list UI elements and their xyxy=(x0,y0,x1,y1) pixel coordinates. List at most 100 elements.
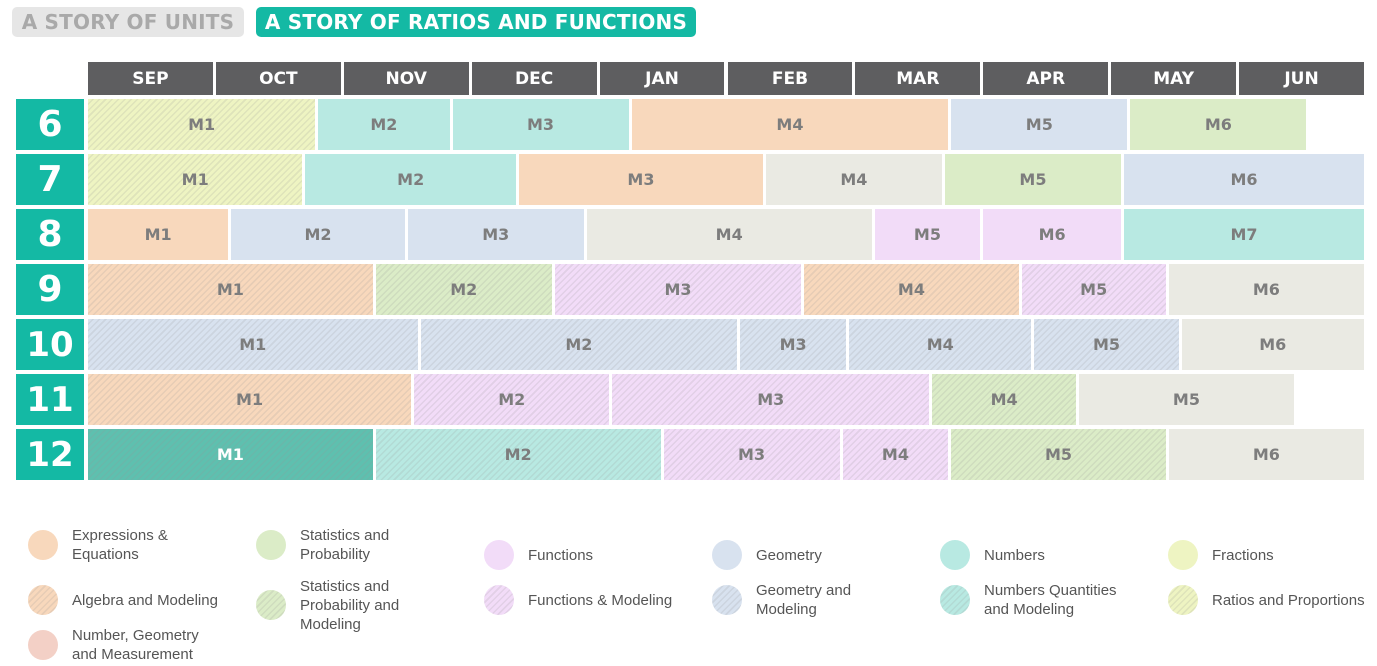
legend-swatch xyxy=(712,585,742,615)
grade-label-6: 6 xyxy=(16,99,84,150)
grade-7-module-m3[interactable]: M3 xyxy=(519,154,763,205)
grade-6-module-m1[interactable]: M1 xyxy=(88,99,316,150)
grade-7-module-m5[interactable]: M5 xyxy=(944,154,1121,205)
legend-item: Numbers xyxy=(940,540,1045,570)
grade-11-module-m1[interactable]: M1 xyxy=(88,374,412,425)
legend-label: Fractions xyxy=(1212,546,1274,564)
month-header-feb: FEB xyxy=(727,62,853,95)
legend-item: Fractions xyxy=(1168,540,1274,570)
grade-7-module-m2[interactable]: M2 xyxy=(305,154,516,205)
legend-item: Algebra and Modeling xyxy=(28,585,218,615)
grade-12-module-m4[interactable]: M4 xyxy=(842,429,949,480)
legend-swatch xyxy=(256,530,286,560)
month-header-nov: NOV xyxy=(343,62,469,95)
legend-label: Expressions & Equations xyxy=(72,527,168,563)
grade-8-module-m3[interactable]: M3 xyxy=(407,209,584,260)
month-header-jun: JUN xyxy=(1239,62,1364,95)
grade-10-module-m3[interactable]: M3 xyxy=(740,319,846,370)
grade-10-module-m4[interactable]: M4 xyxy=(849,319,1032,370)
month-header-dec: DEC xyxy=(471,62,597,95)
legend-swatch xyxy=(940,585,970,615)
legend-swatch xyxy=(484,540,514,570)
tab-a-story-of-ratios-and-functions[interactable]: A STORY OF RATIOS AND FUNCTIONS xyxy=(256,7,696,37)
grade-7-module-m1[interactable]: M1 xyxy=(88,154,303,205)
legend-label: Statistics and Probability xyxy=(300,527,390,563)
grade-8-module-m5[interactable]: M5 xyxy=(874,209,981,260)
legend-label: Geometry and Modeling xyxy=(756,582,852,618)
legend-swatch xyxy=(484,585,514,615)
month-header-oct: OCT xyxy=(215,62,341,95)
grade-8-module-m7[interactable]: M7 xyxy=(1123,209,1364,260)
legend-item: Geometry xyxy=(712,540,822,570)
month-header-may: MAY xyxy=(1111,62,1237,95)
grade-6-module-m2[interactable]: M2 xyxy=(318,99,450,150)
grade-12-module-m3[interactable]: M3 xyxy=(663,429,840,480)
grade-9-module-m3[interactable]: M3 xyxy=(554,264,802,315)
legend-item: Statistics and Probability xyxy=(256,527,389,563)
legend-label: Numbers xyxy=(984,546,1045,564)
grade-12-module-m2[interactable]: M2 xyxy=(375,429,661,480)
month-header-jan: JAN xyxy=(599,62,725,95)
grade-7-module-m4[interactable]: M4 xyxy=(765,154,942,205)
grade-8-module-m6[interactable]: M6 xyxy=(983,209,1121,260)
legend-label: Algebra and Modeling xyxy=(72,591,218,609)
grade-8-module-m1[interactable]: M1 xyxy=(88,209,229,260)
grade-9-module-m2[interactable]: M2 xyxy=(375,264,552,315)
legend-item: Number, Geometry and Measurement xyxy=(28,627,199,663)
grade-8-module-m2[interactable]: M2 xyxy=(231,209,405,260)
grade-label-7: 7 xyxy=(16,154,84,205)
legend-label: Geometry xyxy=(756,546,822,564)
legend-item: Numbers Quantities and Modeling xyxy=(940,582,1117,618)
grade-9-module-m4[interactable]: M4 xyxy=(804,264,1019,315)
grade-label-9: 9 xyxy=(16,264,84,315)
grade-10-module-m6[interactable]: M6 xyxy=(1181,319,1364,370)
legend-item: Functions xyxy=(484,540,593,570)
grade-6-module-m6[interactable]: M6 xyxy=(1130,99,1307,150)
grade-11-module-m5[interactable]: M5 xyxy=(1079,374,1294,425)
grade-9-module-m1[interactable]: M1 xyxy=(88,264,373,315)
legend-swatch xyxy=(1168,540,1198,570)
tab-a-story-of-units[interactable]: A STORY OF UNITS xyxy=(12,7,244,37)
legend-label: Number, Geometry and Measurement xyxy=(72,627,199,663)
grade-6-module-m5[interactable]: M5 xyxy=(951,99,1128,150)
legend-swatch xyxy=(712,540,742,570)
legend-item: Expressions & Equations xyxy=(28,527,168,563)
legend-swatch xyxy=(28,585,58,615)
grade-12-module-m6[interactable]: M6 xyxy=(1168,429,1364,480)
legend-swatch xyxy=(28,630,58,660)
grade-12-module-m1[interactable]: M1 xyxy=(88,429,373,480)
legend-label: Statistics and Probability and Modeling xyxy=(300,577,400,633)
legend-item: Statistics and Probability and Modeling xyxy=(256,578,399,633)
grade-10-module-m2[interactable]: M2 xyxy=(420,319,738,370)
legend-label: Numbers Quantities and Modeling xyxy=(984,582,1117,618)
legend-swatch xyxy=(28,530,58,560)
legend-swatch xyxy=(256,590,286,620)
grade-10-module-m1[interactable]: M1 xyxy=(88,319,418,370)
grade-11-module-m3[interactable]: M3 xyxy=(612,374,930,425)
grade-9-module-m5[interactable]: M5 xyxy=(1021,264,1166,315)
month-header-mar: MAR xyxy=(855,62,981,95)
grade-11-module-m2[interactable]: M2 xyxy=(414,374,610,425)
grade-label-8: 8 xyxy=(16,209,84,260)
grade-11-module-m4[interactable]: M4 xyxy=(932,374,1077,425)
legend-swatch xyxy=(1168,585,1198,615)
legend-swatch xyxy=(940,540,970,570)
legend-item: Geometry and Modeling xyxy=(712,582,851,618)
grade-8-module-m4[interactable]: M4 xyxy=(586,209,872,260)
legend-item: Ratios and Proportions xyxy=(1168,585,1365,615)
month-header-apr: APR xyxy=(983,62,1109,95)
grade-9-module-m6[interactable]: M6 xyxy=(1168,264,1364,315)
grade-6-module-m4[interactable]: M4 xyxy=(631,99,949,150)
legend-label: Functions & Modeling xyxy=(528,591,673,609)
legend-item: Functions & Modeling xyxy=(484,585,672,615)
legend-label: Functions xyxy=(528,546,594,564)
grade-10-module-m5[interactable]: M5 xyxy=(1034,319,1179,370)
grade-6-module-m3[interactable]: M3 xyxy=(452,99,629,150)
grade-label-11: 11 xyxy=(16,374,84,425)
grade-12-module-m5[interactable]: M5 xyxy=(951,429,1166,480)
grade-label-12: 12 xyxy=(16,429,84,480)
grade-7-module-m6[interactable]: M6 xyxy=(1123,154,1364,205)
legend-label: Ratios and Proportions xyxy=(1212,591,1365,609)
month-header-sep: SEP xyxy=(88,62,213,95)
grade-label-10: 10 xyxy=(16,319,84,370)
